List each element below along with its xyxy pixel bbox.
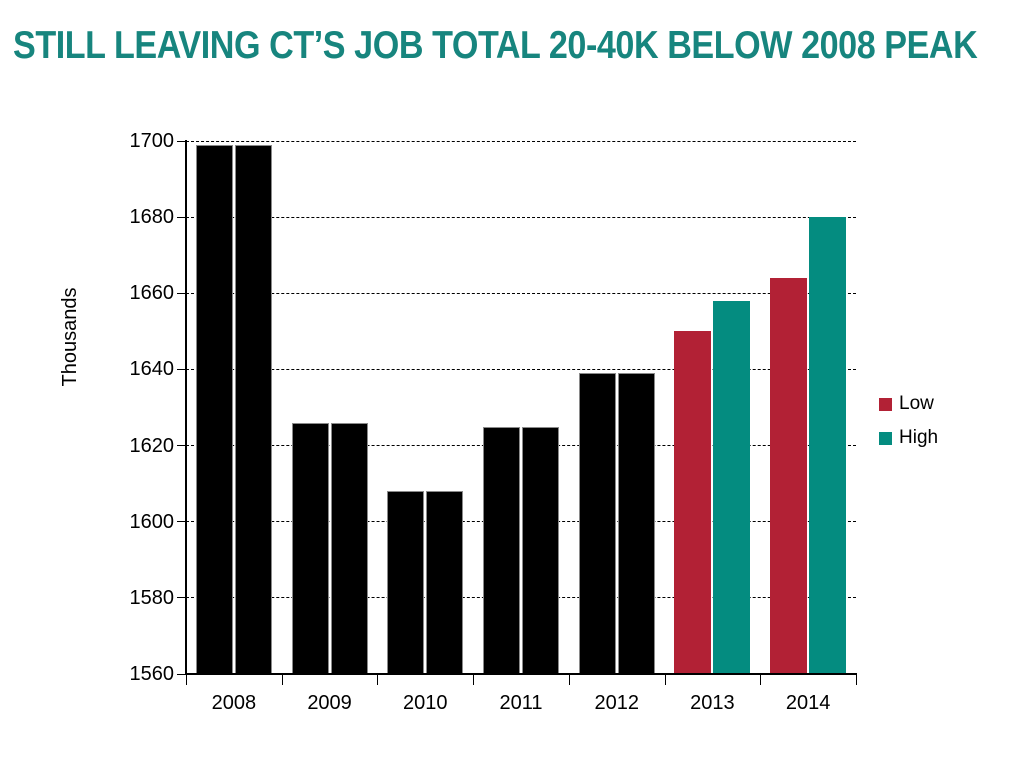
legend-entry-high: High <box>879 427 938 449</box>
bar-2014-high <box>809 217 847 674</box>
y-tick-label: 1660 <box>129 282 175 305</box>
x-tick <box>664 675 666 685</box>
bar-2011-high <box>522 426 559 674</box>
x-tick-label: 2010 <box>403 692 448 714</box>
x-tick <box>568 675 570 685</box>
y-tick-1700 <box>177 140 186 142</box>
gridline-1680 <box>186 216 856 218</box>
x-tick-label: 2012 <box>594 692 639 714</box>
bar-2013-high <box>713 300 751 674</box>
x-tick-label: 2008 <box>211 692 257 714</box>
chart-title: STILL LEAVING CT’S JOB TOTAL 20-40K BELO… <box>13 24 978 67</box>
bar-2013-low <box>674 331 712 674</box>
x-tick <box>760 675 762 685</box>
legend-label: High <box>899 427 939 448</box>
bar-2014-low <box>770 278 808 674</box>
bar-2010-high <box>426 491 464 674</box>
x-tick <box>856 675 857 685</box>
y-axis-line <box>185 140 187 675</box>
bar-2012-high <box>617 373 655 674</box>
y-tick-label: 1680 <box>129 206 175 229</box>
y-tick-label: 1560 <box>129 663 175 685</box>
y-tick-1560 <box>177 673 186 675</box>
gridline-1580 <box>186 597 856 599</box>
x-axis-line <box>185 673 857 675</box>
legend-swatch-high <box>879 431 892 445</box>
x-tick-label: 2014 <box>785 692 831 714</box>
legend: Low High <box>879 393 938 461</box>
bar-2008-high <box>234 144 272 674</box>
y-tick-1600 <box>177 521 186 523</box>
gridline-1620 <box>186 445 856 447</box>
x-tick-label: 2013 <box>690 692 735 714</box>
gridline-1600 <box>186 521 856 523</box>
bar-2011-low <box>483 426 520 674</box>
legend-entry-low: Low <box>879 393 938 415</box>
bar-2009-high <box>330 422 368 674</box>
y-tick-1680 <box>177 216 186 218</box>
x-tick <box>473 675 475 685</box>
x-tick <box>281 675 283 685</box>
bar-2010-low <box>387 491 425 674</box>
y-tick-label: 1700 <box>129 130 175 152</box>
x-tick <box>186 675 187 685</box>
gridline-1700 <box>186 140 856 142</box>
y-tick-label: 1640 <box>129 358 175 381</box>
y-tick-1620 <box>177 445 186 447</box>
x-tick-label: 2011 <box>499 692 543 714</box>
gridline-1660 <box>186 292 856 294</box>
y-tick-1640 <box>177 368 186 370</box>
y-tick-1580 <box>177 597 186 599</box>
legend-label: Low <box>899 393 934 414</box>
bar-2009-low <box>291 422 329 674</box>
x-tick-label: 2009 <box>307 692 352 714</box>
y-tick-label: 1600 <box>129 510 175 533</box>
legend-swatch-low <box>879 397 892 411</box>
x-tick <box>377 675 379 685</box>
y-tick-label: 1620 <box>129 434 175 457</box>
gridline-1640 <box>186 368 856 370</box>
bar-2012-low <box>578 373 616 674</box>
y-tick-1660 <box>177 292 186 294</box>
y-tick-label: 1580 <box>129 586 175 609</box>
bar-2008-low <box>195 144 233 674</box>
